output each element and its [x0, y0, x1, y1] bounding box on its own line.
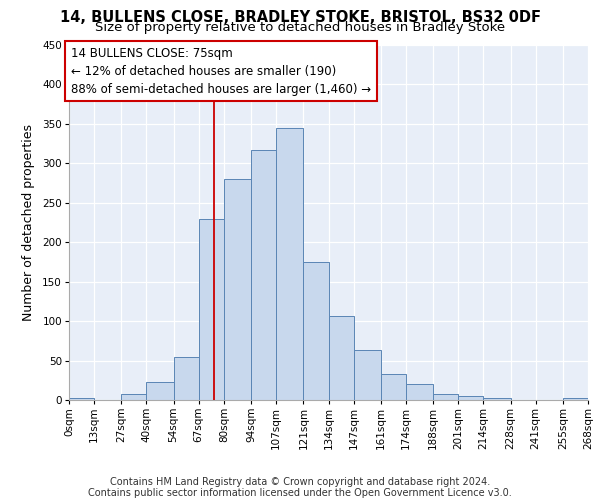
- Bar: [458, 396, 484, 400]
- Bar: [381, 374, 406, 400]
- Text: 14, BULLENS CLOSE, BRADLEY STOKE, BRISTOL, BS32 0DF: 14, BULLENS CLOSE, BRADLEY STOKE, BRISTO…: [59, 10, 541, 25]
- Bar: [276, 128, 304, 400]
- Bar: [484, 398, 511, 400]
- Bar: [251, 150, 276, 400]
- Bar: [329, 316, 353, 400]
- Text: Contains HM Land Registry data © Crown copyright and database right 2024.
Contai: Contains HM Land Registry data © Crown c…: [88, 477, 512, 498]
- Bar: [304, 262, 329, 400]
- Bar: [69, 398, 94, 400]
- Bar: [433, 394, 458, 400]
- Bar: [406, 384, 433, 400]
- Text: 14 BULLENS CLOSE: 75sqm
← 12% of detached houses are smaller (190)
88% of semi-d: 14 BULLENS CLOSE: 75sqm ← 12% of detache…: [71, 46, 371, 96]
- Bar: [173, 356, 199, 400]
- Bar: [353, 350, 381, 400]
- Bar: [121, 394, 146, 400]
- Y-axis label: Number of detached properties: Number of detached properties: [22, 124, 35, 321]
- Bar: [224, 179, 251, 400]
- Bar: [146, 382, 173, 400]
- Bar: [199, 218, 224, 400]
- Bar: [563, 398, 588, 400]
- Text: Size of property relative to detached houses in Bradley Stoke: Size of property relative to detached ho…: [95, 21, 505, 34]
